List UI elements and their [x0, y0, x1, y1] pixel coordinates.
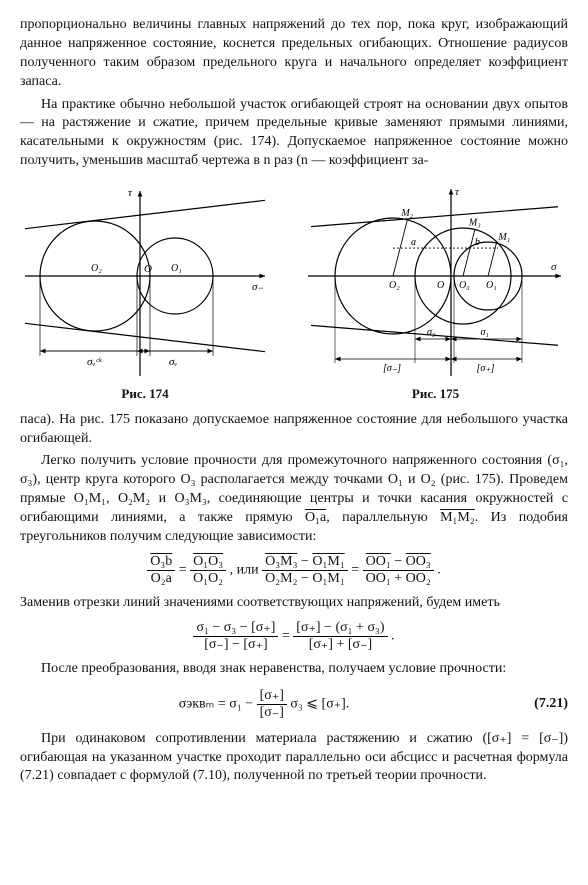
figure-175: τ σ O O₁ O₂ O₃ a b M₂ M₃ M₁ σ₃ σ₁ [σ₋] [σ₊] Рис. 175 [303, 181, 568, 403]
par-7: При одинаковом сопротивлении материала р… [20, 730, 568, 787]
svg-text:σᵥᶜᵏ: σᵥᶜᵏ [87, 356, 102, 368]
f1-num3: O₃M₃ − O₁M₁ [262, 555, 348, 571]
svg-text:τ: τ [455, 186, 460, 198]
svg-text:O: O [144, 263, 152, 275]
svg-text:σ₋: σ₋ [252, 281, 263, 293]
svg-text:[σ₊]: [σ₊] [477, 363, 495, 374]
f2-den2: [σ₊] + [σ₋] [293, 637, 387, 652]
f1-eq2: = [351, 563, 362, 578]
f2-end: . [391, 629, 395, 644]
figure-174: τ σ₋ O O₁ O₂ σᵥ σᵥᶜᵏ Рис. 174 [20, 181, 270, 403]
f1-den3: O₂M₂ − O₁M₁ [262, 571, 348, 586]
par-3: паса). На рис. 175 показано допускаемое … [20, 411, 568, 449]
par-6: После преобразования, вводя знак неравен… [20, 660, 568, 679]
f1-end: . [437, 563, 441, 578]
f2-den1: [σ₋] − [σ₊] [193, 637, 278, 652]
f2-eq: = [282, 629, 293, 644]
svg-text:a: a [411, 237, 416, 248]
figures-row: τ σ₋ O O₁ O₂ σᵥ σᵥᶜᵏ Рис. 174 τ σ O O₁ O₂ O₃ a b M₂ M₃ M… [20, 181, 568, 403]
svg-text:O₁: O₁ [486, 280, 497, 291]
f1-num1: O₃b [147, 555, 175, 571]
svg-text:M₂: M₂ [400, 208, 413, 219]
svg-text:O₃: O₃ [459, 280, 470, 291]
par-2: На практике обычно небольшой участок оги… [20, 96, 568, 172]
svg-text:M₃: M₃ [468, 218, 481, 229]
f3-lhs: σэквₘ = σ₁ − [179, 696, 257, 711]
formula-2: σ₁ − σ₃ − [σ₊][σ₋] − [σ₊] = [σ₊] − (σ₁ +… [20, 621, 568, 652]
f1-num2: O₁O₃ [190, 555, 226, 571]
par-5: Заменив отрезки линий значениями соответ… [20, 594, 568, 613]
svg-text:M₁: M₁ [497, 232, 510, 243]
figure-174-caption: Рис. 174 [20, 385, 270, 403]
inline-M1M2: M₁M₂ [440, 510, 475, 525]
svg-text:b: b [475, 237, 480, 248]
figure-175-svg: τ σ O O₁ O₂ O₃ a b M₂ M₃ M₁ σ₃ σ₁ [σ₋] [σ₊] [303, 181, 568, 381]
svg-text:σ: σ [551, 261, 557, 273]
par-1: пропорционально величины главных напряже… [20, 16, 568, 92]
svg-text:σ₁: σ₁ [481, 327, 489, 338]
svg-text:O₁: O₁ [171, 263, 182, 274]
f1-mid: , или [230, 563, 262, 578]
svg-text:τ: τ [128, 187, 133, 199]
svg-text:[σ₋]: [σ₋] [383, 363, 401, 374]
figure-174-svg: τ σ₋ O O₁ O₂ σᵥ σᵥᶜᵏ [20, 181, 270, 381]
f3-num: [σ₊] [257, 689, 287, 705]
f3-den: [σ₋] [257, 705, 287, 720]
svg-text:O₂: O₂ [389, 280, 400, 291]
formula-1: O₃bO₂a = O₁O₃O₁O₂ , или O₃M₃ − O₁M₁O₂M₂ … [20, 555, 568, 586]
f1-den1: O₂a [147, 571, 175, 586]
svg-text:σ₃: σ₃ [427, 327, 436, 338]
f3-rhs: σ₃ ⩽ [σ₊]. [290, 696, 349, 711]
figure-175-caption: Рис. 175 [303, 385, 568, 403]
f2-num2: [σ₊] − (σ₁ + σ₃) [293, 621, 387, 637]
par-4b: , параллельную [326, 510, 440, 525]
f1-den2: O₁O₂ [190, 571, 226, 586]
svg-text:σᵥ: σᵥ [169, 356, 178, 368]
f3-number: (7.21) [508, 695, 568, 714]
inline-O1a: O₁a [305, 510, 326, 525]
svg-text:O₂: O₂ [91, 263, 102, 274]
f1-den4: OO₁ + OO₂ [363, 571, 434, 586]
par-4: Легко получить условие прочности для про… [20, 452, 568, 546]
f2-num1: σ₁ − σ₃ − [σ₊] [193, 621, 278, 637]
svg-text:O: O [437, 280, 444, 291]
f1-num4: OO₁ − OO₃ [363, 555, 434, 571]
formula-3: σэквₘ = σ₁ − [σ₊][σ₋] σ₃ ⩽ [σ₊]. (7.21) [20, 689, 568, 720]
f1-eq1: = [179, 563, 190, 578]
